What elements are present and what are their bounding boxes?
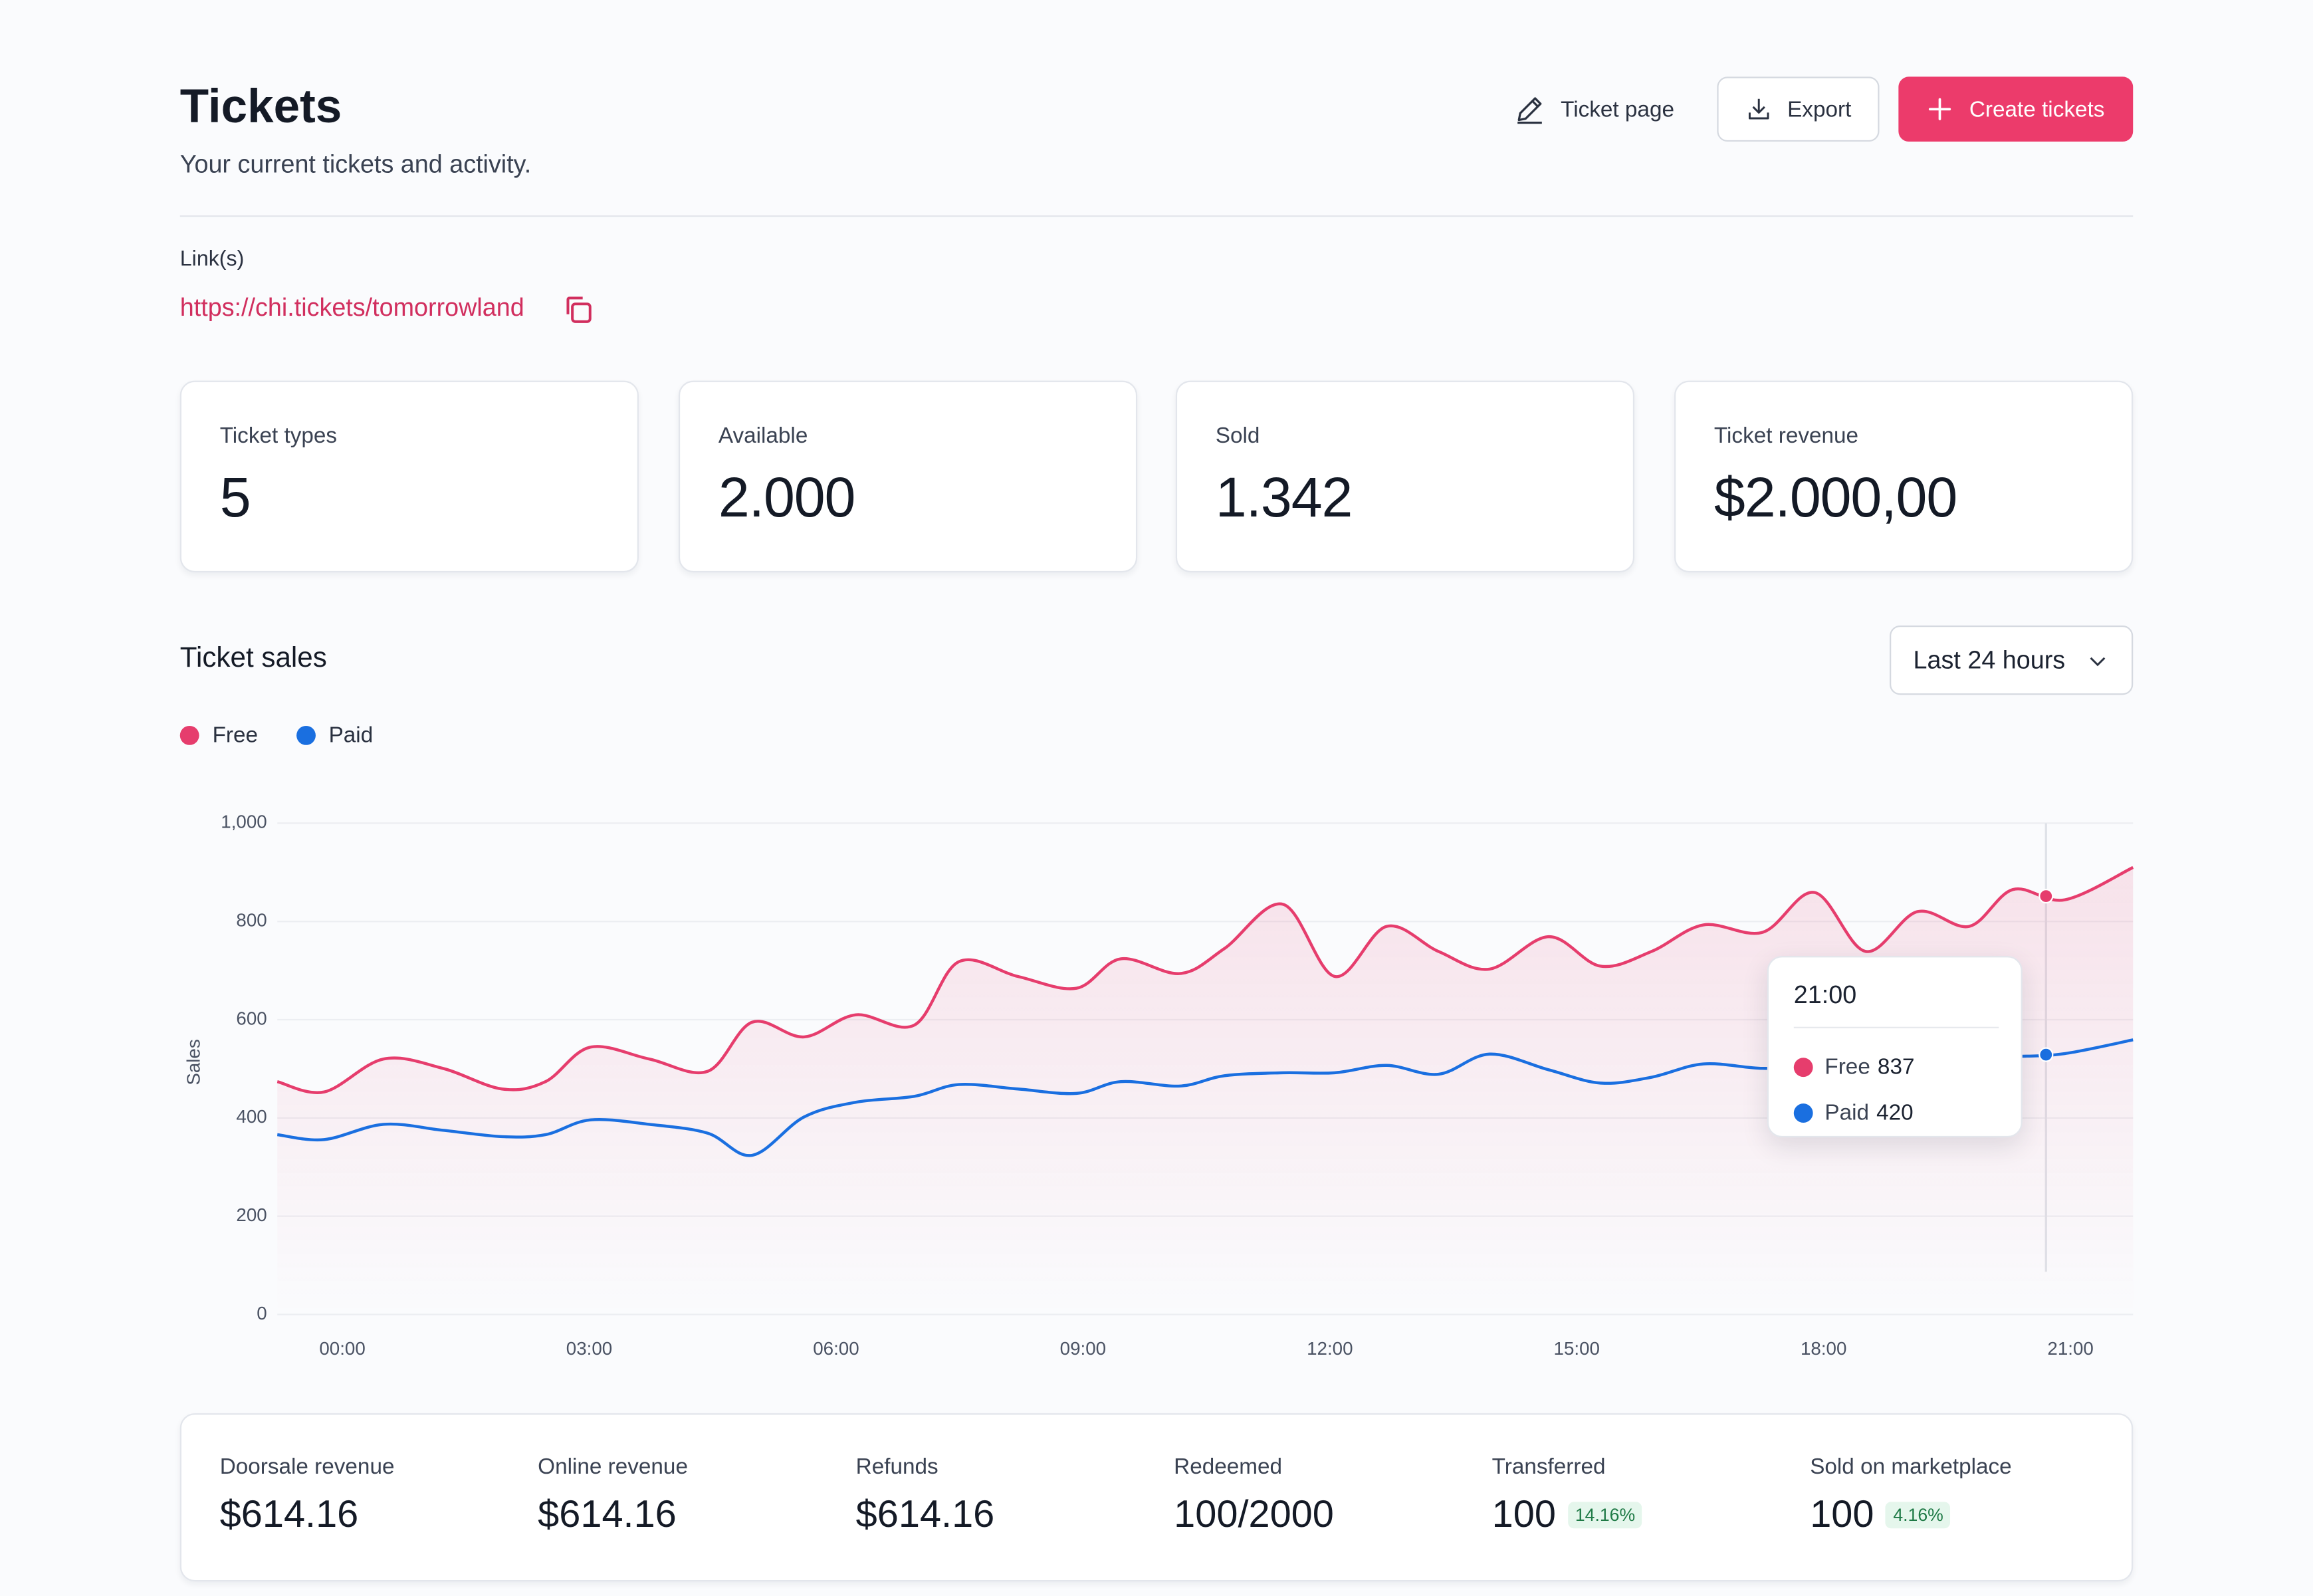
- y-tick-label: 600: [236, 1008, 267, 1028]
- tooltip-item: Paid 420: [1793, 1090, 1915, 1136]
- dropdown-label: Last 24 hours: [1913, 645, 2066, 674]
- x-tick-label: 12:00: [1307, 1338, 1353, 1359]
- legend-dot: [296, 725, 316, 745]
- metric: Doorsale revenue $614.16: [220, 1454, 395, 1537]
- button-label: Ticket page: [1561, 96, 1675, 122]
- divider: [179, 215, 2134, 217]
- metric-value: $614.16: [855, 1491, 995, 1536]
- metric-value-row: $614.16: [856, 1492, 995, 1538]
- tooltip-name: Paid: [1824, 1100, 1870, 1126]
- page-subtitle: Your current tickets and activity.: [179, 150, 532, 179]
- tooltip-item: Free 837: [1793, 1044, 1915, 1090]
- tooltip-title: 21:00: [1793, 980, 1857, 1010]
- stat-value: 5: [219, 467, 251, 530]
- metric-value-row: 100 4.16%: [1810, 1492, 2012, 1538]
- stat-label: Ticket types: [219, 423, 338, 449]
- y-tick-label: 400: [236, 1106, 267, 1127]
- legend-label: Free: [212, 723, 259, 748]
- metric-label: Sold on marketplace: [1810, 1454, 2012, 1480]
- hover-dot: [2038, 1047, 2054, 1062]
- metric: Transferred 100 14.16%: [1492, 1454, 1643, 1537]
- metric: Redeemed 100/2000: [1174, 1454, 1334, 1537]
- stat-value: $2.000,00: [1713, 467, 1957, 530]
- export-button[interactable]: Export: [1717, 76, 1880, 142]
- y-tick-label: 200: [236, 1204, 267, 1225]
- area: [277, 867, 2134, 1315]
- x-tick-label: 09:00: [1060, 1338, 1106, 1359]
- page-title: Tickets: [179, 79, 342, 133]
- legend: Free Paid: [179, 723, 373, 748]
- plus-icon: [1928, 98, 1951, 120]
- stat-label: Available: [718, 423, 808, 449]
- metric-label: Refunds: [855, 1454, 938, 1480]
- ticket-page-button[interactable]: Ticket page: [1507, 76, 1680, 142]
- metric: Online revenue $614.16: [538, 1454, 688, 1537]
- tooltip-value: 420: [1876, 1100, 1914, 1126]
- metric-label: Redeemed: [1174, 1454, 1283, 1480]
- tooltip-items: Free 837 Paid 420: [1793, 1044, 1915, 1136]
- metric-value: 100: [1810, 1491, 1874, 1536]
- tooltip-value: 837: [1877, 1054, 1915, 1080]
- x-tick-label: 03:00: [566, 1338, 612, 1359]
- legend-item: Paid: [296, 723, 373, 748]
- y-tick-label: 1,000: [221, 812, 267, 832]
- legend-label: Paid: [328, 723, 374, 748]
- metric-value: $614.16: [538, 1491, 677, 1536]
- tooltip-dot: [1793, 1103, 1813, 1123]
- metric: Refunds $614.16: [856, 1454, 995, 1537]
- x-tick-label: 18:00: [1801, 1338, 1846, 1359]
- pencil-icon: [1517, 97, 1542, 124]
- metric-value-row: $614.16: [538, 1492, 688, 1538]
- chart-title: Ticket sales: [179, 643, 327, 675]
- tooltip-divider: [1793, 1026, 1999, 1028]
- range-dropdown[interactable]: Last 24 hours: [1890, 626, 2134, 695]
- tooltip-name: Free: [1824, 1054, 1870, 1080]
- metric-label: Online revenue: [538, 1454, 688, 1480]
- x-tick-label: 15:00: [1554, 1338, 1600, 1359]
- y-tick-label: 800: [236, 910, 267, 931]
- stat-value: 2.000: [718, 467, 856, 530]
- metric-value: 100/2000: [1174, 1491, 1334, 1536]
- x-tick-label: 00:00: [319, 1338, 365, 1359]
- button-label: Export: [1787, 96, 1852, 122]
- tooltip-dot: [1793, 1058, 1813, 1078]
- tooltip: 21:00 Free 837 Paid 420: [1767, 956, 2023, 1138]
- x-tick-label: 21:00: [2047, 1338, 2093, 1359]
- metric-value-row: $614.16: [220, 1492, 395, 1538]
- metric-value-row: 100/2000: [1174, 1492, 1334, 1538]
- y-axis-label: Sales: [183, 1039, 203, 1085]
- copy-icon[interactable]: [560, 292, 596, 327]
- y-tick-label: 0: [257, 1303, 267, 1323]
- legend-dot: [179, 725, 199, 745]
- stat-card: Sold 1.342: [1175, 380, 1635, 573]
- metric-label: Transferred: [1491, 1454, 1606, 1480]
- stat-card: Ticket types 5: [179, 380, 639, 573]
- metric-value: 100: [1491, 1491, 1556, 1536]
- download-icon: [1748, 98, 1769, 120]
- stat-card: Available 2.000: [678, 380, 1138, 573]
- line: [276, 865, 2134, 1094]
- stat-label: Ticket revenue: [1713, 423, 1859, 449]
- metric-label: Doorsale revenue: [219, 1454, 395, 1480]
- chevron-icon: [2090, 656, 2106, 666]
- hover-dot: [2038, 889, 2054, 904]
- stat-label: Sold: [1215, 423, 1260, 449]
- metric-badge: 14.16%: [1567, 1502, 1643, 1529]
- metric-value-row: 100 14.16%: [1492, 1492, 1643, 1538]
- ticket-link[interactable]: https://chi.tickets/tomorrowland: [179, 293, 524, 322]
- metric-value: $614.16: [219, 1491, 359, 1536]
- stat-card: Ticket revenue $2.000,00: [1674, 380, 2134, 573]
- metric: Sold on marketplace 100 4.16%: [1810, 1454, 2012, 1537]
- button-label: Create tickets: [1969, 96, 2105, 122]
- x-tick-label: 06:00: [813, 1338, 859, 1359]
- metric-badge: 4.16%: [1886, 1502, 1951, 1529]
- create-tickets-button[interactable]: Create tickets: [1898, 76, 2134, 142]
- legend-item: Free: [179, 723, 259, 748]
- summary-card: Doorsale revenue $614.16 Online revenue $61…: [179, 1413, 2134, 1582]
- stat-value: 1.342: [1215, 467, 1353, 530]
- links-label: Link(s): [179, 247, 245, 272]
